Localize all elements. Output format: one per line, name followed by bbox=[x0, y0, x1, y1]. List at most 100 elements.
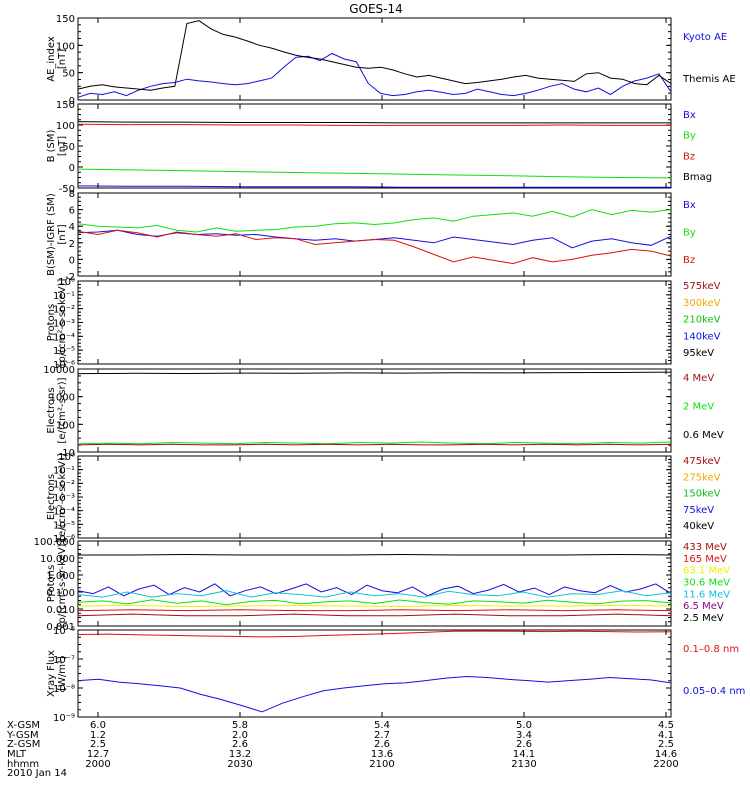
legend-label: 475keV bbox=[683, 456, 721, 467]
y-axis-label: Electrons bbox=[46, 474, 57, 520]
y-tick-label: -2 bbox=[65, 272, 75, 283]
x-readout-value: 4.1 bbox=[658, 730, 674, 741]
y-axis-label: [nT] bbox=[57, 224, 68, 244]
y-tick-label: 100 bbox=[56, 420, 75, 431]
y-tick-label: 0 bbox=[69, 96, 75, 107]
legend-label: Bz bbox=[683, 255, 695, 266]
y-tick-label: 10⁻⁷ bbox=[53, 655, 75, 666]
y-axis-label: [e/(cm²-s-sr-keV)] bbox=[57, 453, 68, 541]
y-tick-label: 100 bbox=[56, 121, 75, 132]
legend-label: 4 MeV bbox=[683, 373, 714, 384]
series-bx bbox=[77, 185, 671, 188]
legend-label: 2.5 MeV bbox=[683, 613, 724, 624]
x-row-label: hhmm bbox=[7, 759, 39, 770]
y-tick-label: 10⁻³ bbox=[53, 319, 75, 330]
series-0-1-0-8-nm bbox=[77, 630, 672, 638]
y-tick-label: 10⁻² bbox=[53, 479, 75, 490]
legend-label: 40keV bbox=[683, 521, 714, 532]
y-tick-label: 10⁻⁵ bbox=[53, 346, 75, 357]
y-tick-label: 10⁻⁹ bbox=[53, 713, 75, 724]
x-readout-value: 5.8 bbox=[232, 720, 248, 731]
x-row-label: Z-GSM bbox=[7, 739, 40, 750]
y-tick-label: 10⁻³ bbox=[53, 493, 75, 504]
panel-7: 0.001 0.010 0.100 1.000 10.000 100.000 Protons… bbox=[34, 537, 731, 633]
x-readout-value: 2.6 bbox=[374, 739, 390, 750]
panel-2: -50 0 50 100 150 B (SM) [nT] Bx By Bz Bmag bbox=[46, 100, 712, 195]
legend-label: 140keV bbox=[683, 331, 721, 342]
y-tick-label: 100.000 bbox=[34, 537, 75, 548]
series-63-1-mev bbox=[77, 604, 672, 608]
x-readout-value: 14.6 bbox=[655, 749, 677, 760]
x-readout-value: 2.6 bbox=[516, 739, 532, 750]
series-0-05-0-4-nm bbox=[77, 675, 672, 713]
panel-frame bbox=[77, 368, 672, 453]
x-row-label: Y-GSM bbox=[6, 730, 39, 741]
y-axis-label: Protons bbox=[46, 565, 57, 602]
x-readout-value: 14.1 bbox=[513, 749, 535, 760]
y-tick-label: 10000 bbox=[43, 365, 75, 376]
legend-label: 575keV bbox=[683, 281, 721, 292]
y-axis-label: [e/(cm²-s-sr)] bbox=[57, 377, 68, 443]
y-axis-label: B(SM)-IGRF (SM) bbox=[46, 193, 57, 276]
legend-label: Bz bbox=[683, 151, 695, 162]
y-axis-label: [nT] bbox=[57, 49, 68, 69]
y-axis-label: Protons bbox=[46, 304, 57, 341]
y-axis-label: Electrons bbox=[46, 387, 57, 433]
legend-label: 300keV bbox=[683, 298, 721, 309]
x-readout-value: 2.5 bbox=[658, 739, 674, 750]
y-axis-label: [nT] bbox=[57, 136, 68, 156]
y-tick-label: 10⁻² bbox=[53, 305, 75, 316]
y-tick-label: -50 bbox=[59, 184, 75, 195]
series-4-mev bbox=[77, 443, 672, 446]
series-by bbox=[77, 209, 672, 233]
x-readout-value: 13.6 bbox=[371, 749, 393, 760]
x-readout-value: 2000 bbox=[85, 759, 110, 770]
legend-label: Bx bbox=[683, 110, 696, 121]
legend-label: 63.1 MeV bbox=[683, 566, 730, 577]
panel-frame bbox=[77, 103, 672, 189]
legend-label: 0.1–0.8 nm bbox=[683, 644, 739, 655]
y-axis-label: B (SM) bbox=[46, 129, 57, 162]
series-433-mev bbox=[77, 613, 672, 617]
y-tick-label: 150 bbox=[56, 14, 75, 25]
legend-label: 165 MeV bbox=[683, 554, 727, 565]
y-tick-label: 10⁰ bbox=[58, 277, 75, 288]
panel-5: 10 100 1000 10000 Electrons [e/(cm²-s-sr)] 4 M… bbox=[43, 365, 724, 459]
panel-frame bbox=[77, 540, 672, 627]
series-by bbox=[77, 168, 672, 179]
series-bmag bbox=[77, 121, 671, 124]
x-readout-value: 2030 bbox=[227, 759, 252, 770]
legend-label: Kyoto AE bbox=[683, 32, 727, 43]
legend-label: Bmag bbox=[683, 172, 712, 183]
y-tick-label: 10⁻⁴ bbox=[53, 332, 75, 343]
y-axis-label: AE_index bbox=[46, 36, 57, 82]
y-tick-label: 2 bbox=[69, 239, 75, 250]
legend-label: By bbox=[683, 228, 696, 239]
panel-3: -2 0 2 4 6 8 B(SM)-IGRF (SM) [nT] Bx By Bz bbox=[46, 189, 696, 283]
legend-label: 11.6 MeV bbox=[683, 589, 730, 600]
y-tick-label: 0 bbox=[69, 163, 75, 174]
y-tick-label: 100 bbox=[56, 41, 75, 52]
series-bz bbox=[77, 123, 671, 126]
legend-label: 30.6 MeV bbox=[683, 578, 730, 589]
legend-label: 95keV bbox=[683, 348, 714, 359]
y-tick-label: 4 bbox=[69, 222, 75, 233]
y-tick-label: 10⁻⁶ bbox=[53, 534, 75, 545]
y-tick-label: 0.100 bbox=[46, 588, 75, 599]
y-axis-label: [p/(cm²-s-sr-keV)] bbox=[57, 279, 68, 367]
y-tick-label: 6 bbox=[69, 206, 75, 217]
x-readout-value: 4.5 bbox=[658, 720, 674, 731]
y-tick-label: 10⁻⁴ bbox=[53, 507, 75, 518]
plot-date: 2010 Jan 14 bbox=[7, 768, 67, 779]
series-30-6-mev bbox=[77, 599, 672, 606]
x-readout-value: 12.7 bbox=[87, 749, 109, 760]
panel-frame bbox=[77, 629, 672, 718]
series-6-5-mev bbox=[77, 583, 672, 597]
y-tick-label: 10⁻⁵ bbox=[53, 520, 75, 531]
x-readout-value: 2.0 bbox=[232, 730, 248, 741]
legend-label: By bbox=[683, 131, 696, 142]
series-kyoto-ae bbox=[77, 52, 672, 98]
series-2-5-mev bbox=[78, 553, 672, 556]
y-tick-label: 50 bbox=[62, 69, 75, 80]
x-readout-value: 2.5 bbox=[90, 739, 106, 750]
